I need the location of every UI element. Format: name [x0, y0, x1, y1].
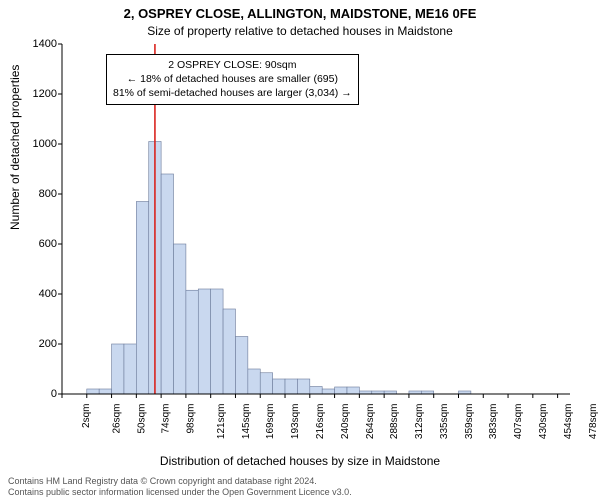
footer-attribution: Contains HM Land Registry data © Crown c…: [8, 476, 352, 499]
histogram-bar: [87, 389, 99, 394]
x-tick-label: 240sqm: [340, 404, 351, 440]
histogram-bar: [198, 289, 210, 394]
y-axis-label: Number of detached properties: [8, 65, 22, 230]
x-tick-label: 288sqm: [389, 404, 400, 440]
y-tick-label: 0: [51, 388, 57, 400]
histogram-bar: [297, 379, 309, 394]
histogram-bar: [335, 387, 347, 394]
y-tick-label: 400: [39, 288, 57, 300]
histogram-bar: [99, 389, 111, 394]
x-tick-label: 121sqm: [216, 404, 227, 440]
x-tick-label: 312sqm: [414, 404, 425, 440]
annotation-box: 2 OSPREY CLOSE: 90sqm ← 18% of detached …: [106, 54, 359, 105]
x-tick-label: 407sqm: [513, 404, 524, 440]
histogram-bar: [161, 174, 173, 394]
x-tick-label: 264sqm: [365, 404, 376, 440]
histogram-bar: [260, 373, 272, 394]
histogram-bar: [310, 387, 322, 395]
x-tick-label: 216sqm: [315, 404, 326, 440]
histogram-bar: [186, 290, 198, 394]
histogram-bar: [112, 344, 124, 394]
y-tick-label: 200: [39, 338, 57, 350]
x-tick-label: 50sqm: [136, 404, 147, 434]
histogram-bar: [248, 369, 260, 394]
x-tick-label: 2sqm: [81, 404, 92, 428]
histogram-bar: [347, 387, 359, 394]
histogram-bar: [285, 379, 297, 394]
x-tick-label: 430sqm: [538, 404, 549, 440]
histogram-bar: [124, 344, 136, 394]
histogram-bar: [136, 202, 148, 395]
footer-line-1: Contains HM Land Registry data © Crown c…: [8, 476, 352, 487]
plot-area: 0200400600800100012001400 2sqm26sqm50sqm…: [62, 44, 570, 394]
histogram-bar: [235, 337, 247, 395]
x-tick-label: 478sqm: [588, 404, 599, 440]
histogram-bar: [211, 289, 223, 394]
x-tick-label: 335sqm: [439, 404, 450, 440]
histogram-bar: [273, 379, 285, 394]
annotation-line-1: 2 OSPREY CLOSE: 90sqm: [113, 58, 352, 72]
chart-title-address: 2, OSPREY CLOSE, ALLINGTON, MAIDSTONE, M…: [0, 6, 600, 21]
chart-subtitle: Size of property relative to detached ho…: [0, 24, 600, 38]
histogram-bar: [223, 309, 235, 394]
footer-line-2: Contains public sector information licen…: [8, 487, 352, 498]
y-tick-label: 1000: [33, 138, 57, 150]
x-tick-label: 169sqm: [266, 404, 277, 440]
y-tick-label: 600: [39, 238, 57, 250]
x-tick-label: 359sqm: [464, 404, 475, 440]
histogram-bar: [174, 244, 186, 394]
annotation-line-3: 81% of semi-detached houses are larger (…: [113, 86, 352, 100]
y-tick-label: 1200: [33, 88, 57, 100]
x-tick-label: 193sqm: [290, 404, 301, 440]
x-tick-label: 74sqm: [161, 404, 172, 434]
histogram-bar: [322, 389, 334, 394]
y-tick-label: 1400: [33, 38, 57, 50]
x-tick-label: 454sqm: [563, 404, 574, 440]
x-tick-label: 26sqm: [111, 404, 122, 434]
annotation-line-2: ← 18% of detached houses are smaller (69…: [113, 72, 352, 86]
chart-container: 2, OSPREY CLOSE, ALLINGTON, MAIDSTONE, M…: [0, 0, 600, 500]
x-tick-label: 98sqm: [186, 404, 197, 434]
x-tick-label: 145sqm: [241, 404, 252, 440]
x-tick-label: 383sqm: [489, 404, 500, 440]
x-axis-label: Distribution of detached houses by size …: [0, 454, 600, 468]
y-tick-label: 800: [39, 188, 57, 200]
